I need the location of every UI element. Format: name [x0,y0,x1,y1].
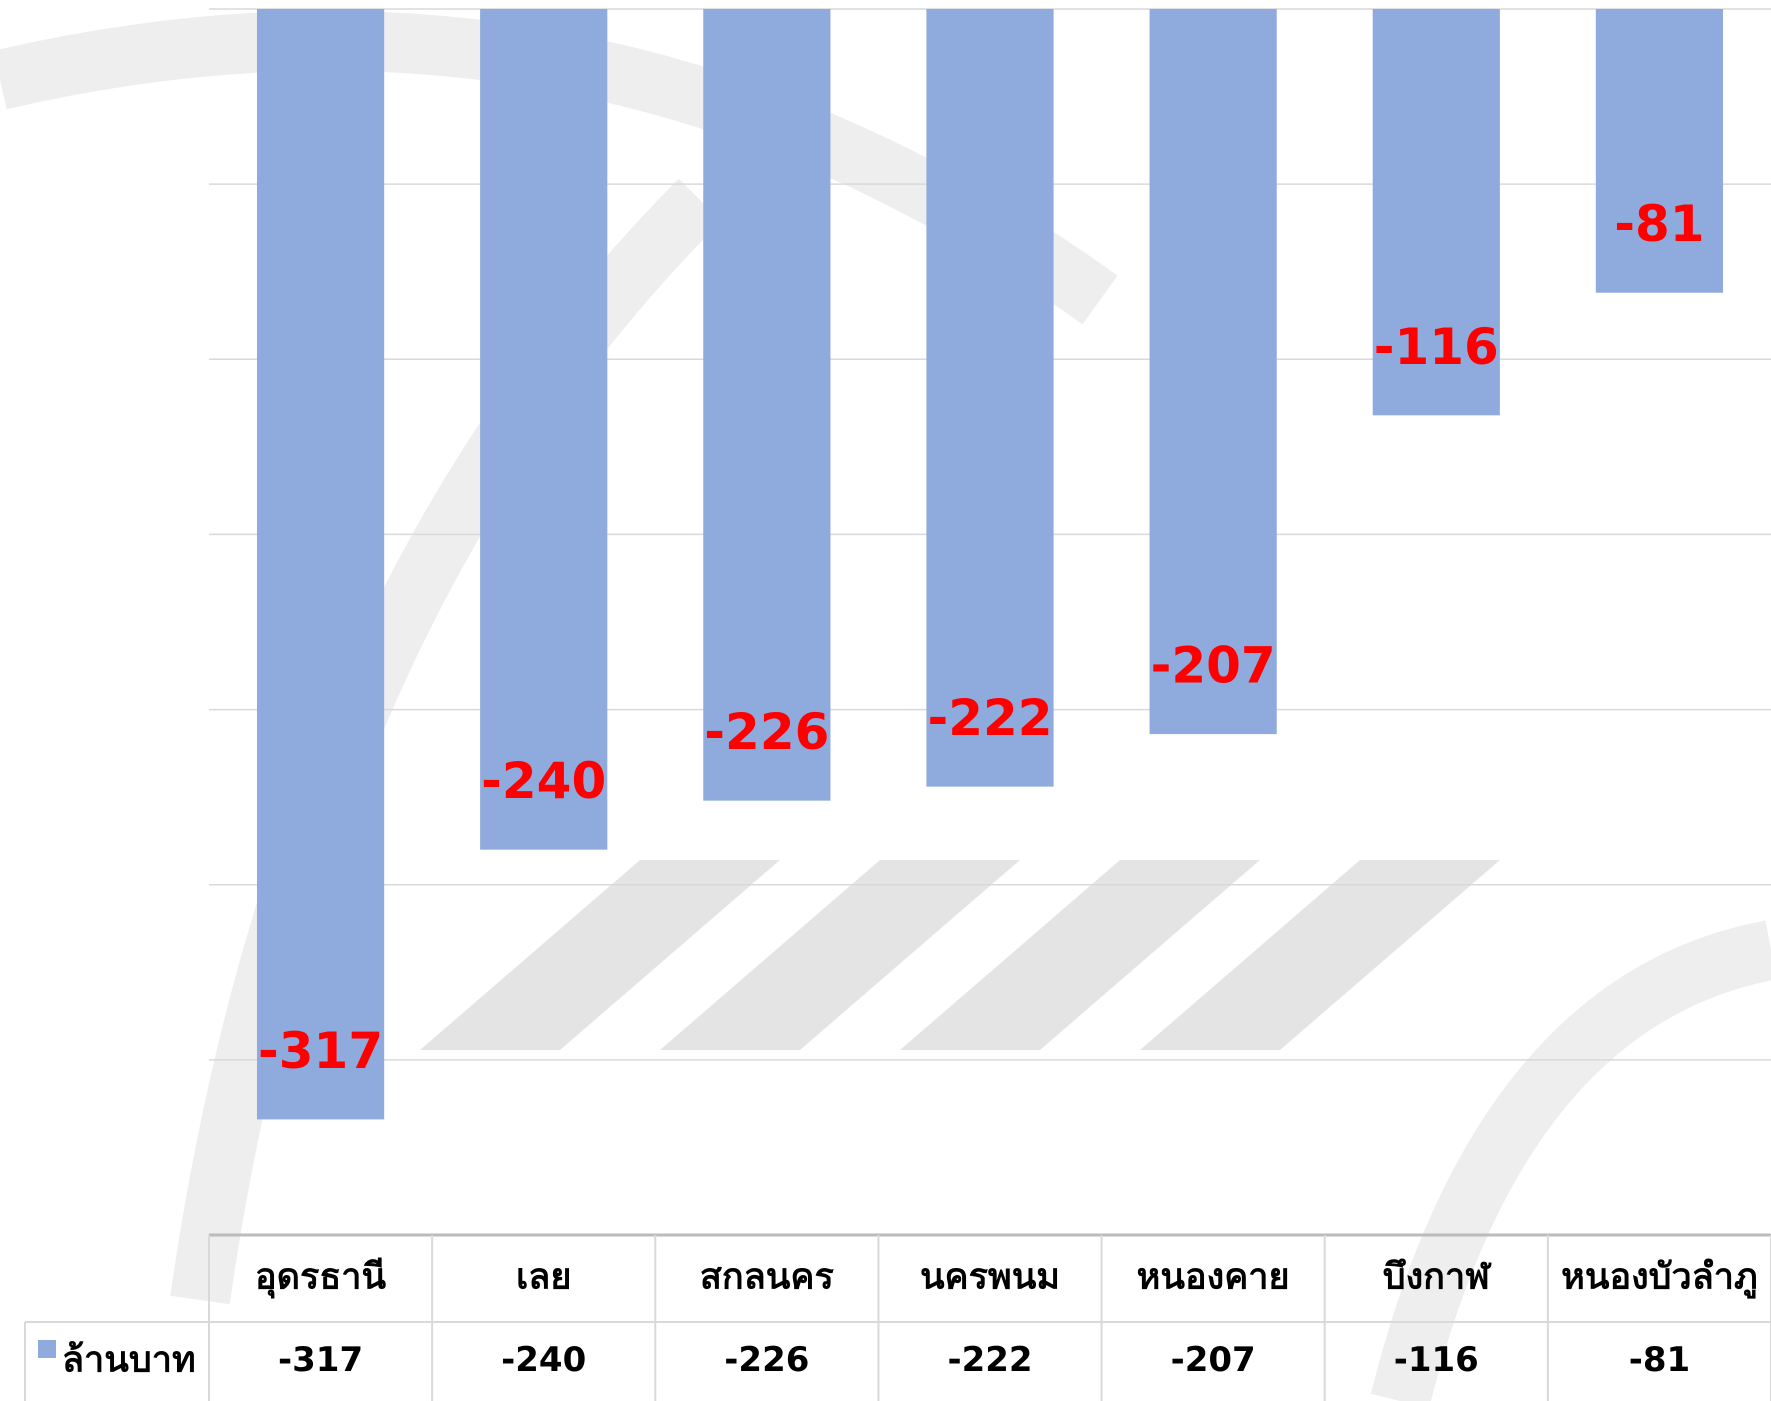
data-label: -222 [927,689,1052,747]
table-value: -222 [947,1340,1032,1380]
data-label: -116 [1374,318,1499,376]
table-value: -317 [278,1340,363,1380]
watermark-arc [1400,950,1771,1401]
page: -317 -240 -226 -222 -207 -116 -81 อุดรธานี -317 เ… [0,0,1771,1401]
bar [1150,9,1277,734]
category-label: หนองบัวลำภู [1561,1257,1758,1300]
legend-label: ล้านบาท [62,1340,196,1381]
legend-swatch [38,1340,56,1358]
category-label: บึงกาฬ [1383,1257,1492,1298]
table-value: -81 [1629,1340,1690,1380]
data-label: -226 [704,703,829,761]
data-label: -81 [1614,195,1704,253]
bar [257,9,384,1119]
category-label: เลย [516,1257,571,1298]
data-label: -240 [481,752,606,810]
category-label: นครพนม [920,1257,1060,1298]
table-value: -207 [1171,1340,1256,1380]
category-label: สกลนคร [700,1257,835,1298]
category-label: อุดรธานี [255,1257,387,1300]
data-label: -317 [258,1022,383,1080]
data-label: -207 [1151,637,1276,695]
chart: -317 -240 -226 -222 -207 -116 -81 อุดรธานี -317 เ… [0,0,1771,1401]
watermark-stripes [420,860,1500,1050]
bar [703,9,830,801]
bar [926,9,1053,787]
table-value: -116 [1394,1340,1479,1380]
table-value: -240 [501,1340,586,1380]
bar [480,9,607,850]
table-value: -226 [724,1340,809,1380]
category-label: หนองคาย [1137,1257,1290,1298]
